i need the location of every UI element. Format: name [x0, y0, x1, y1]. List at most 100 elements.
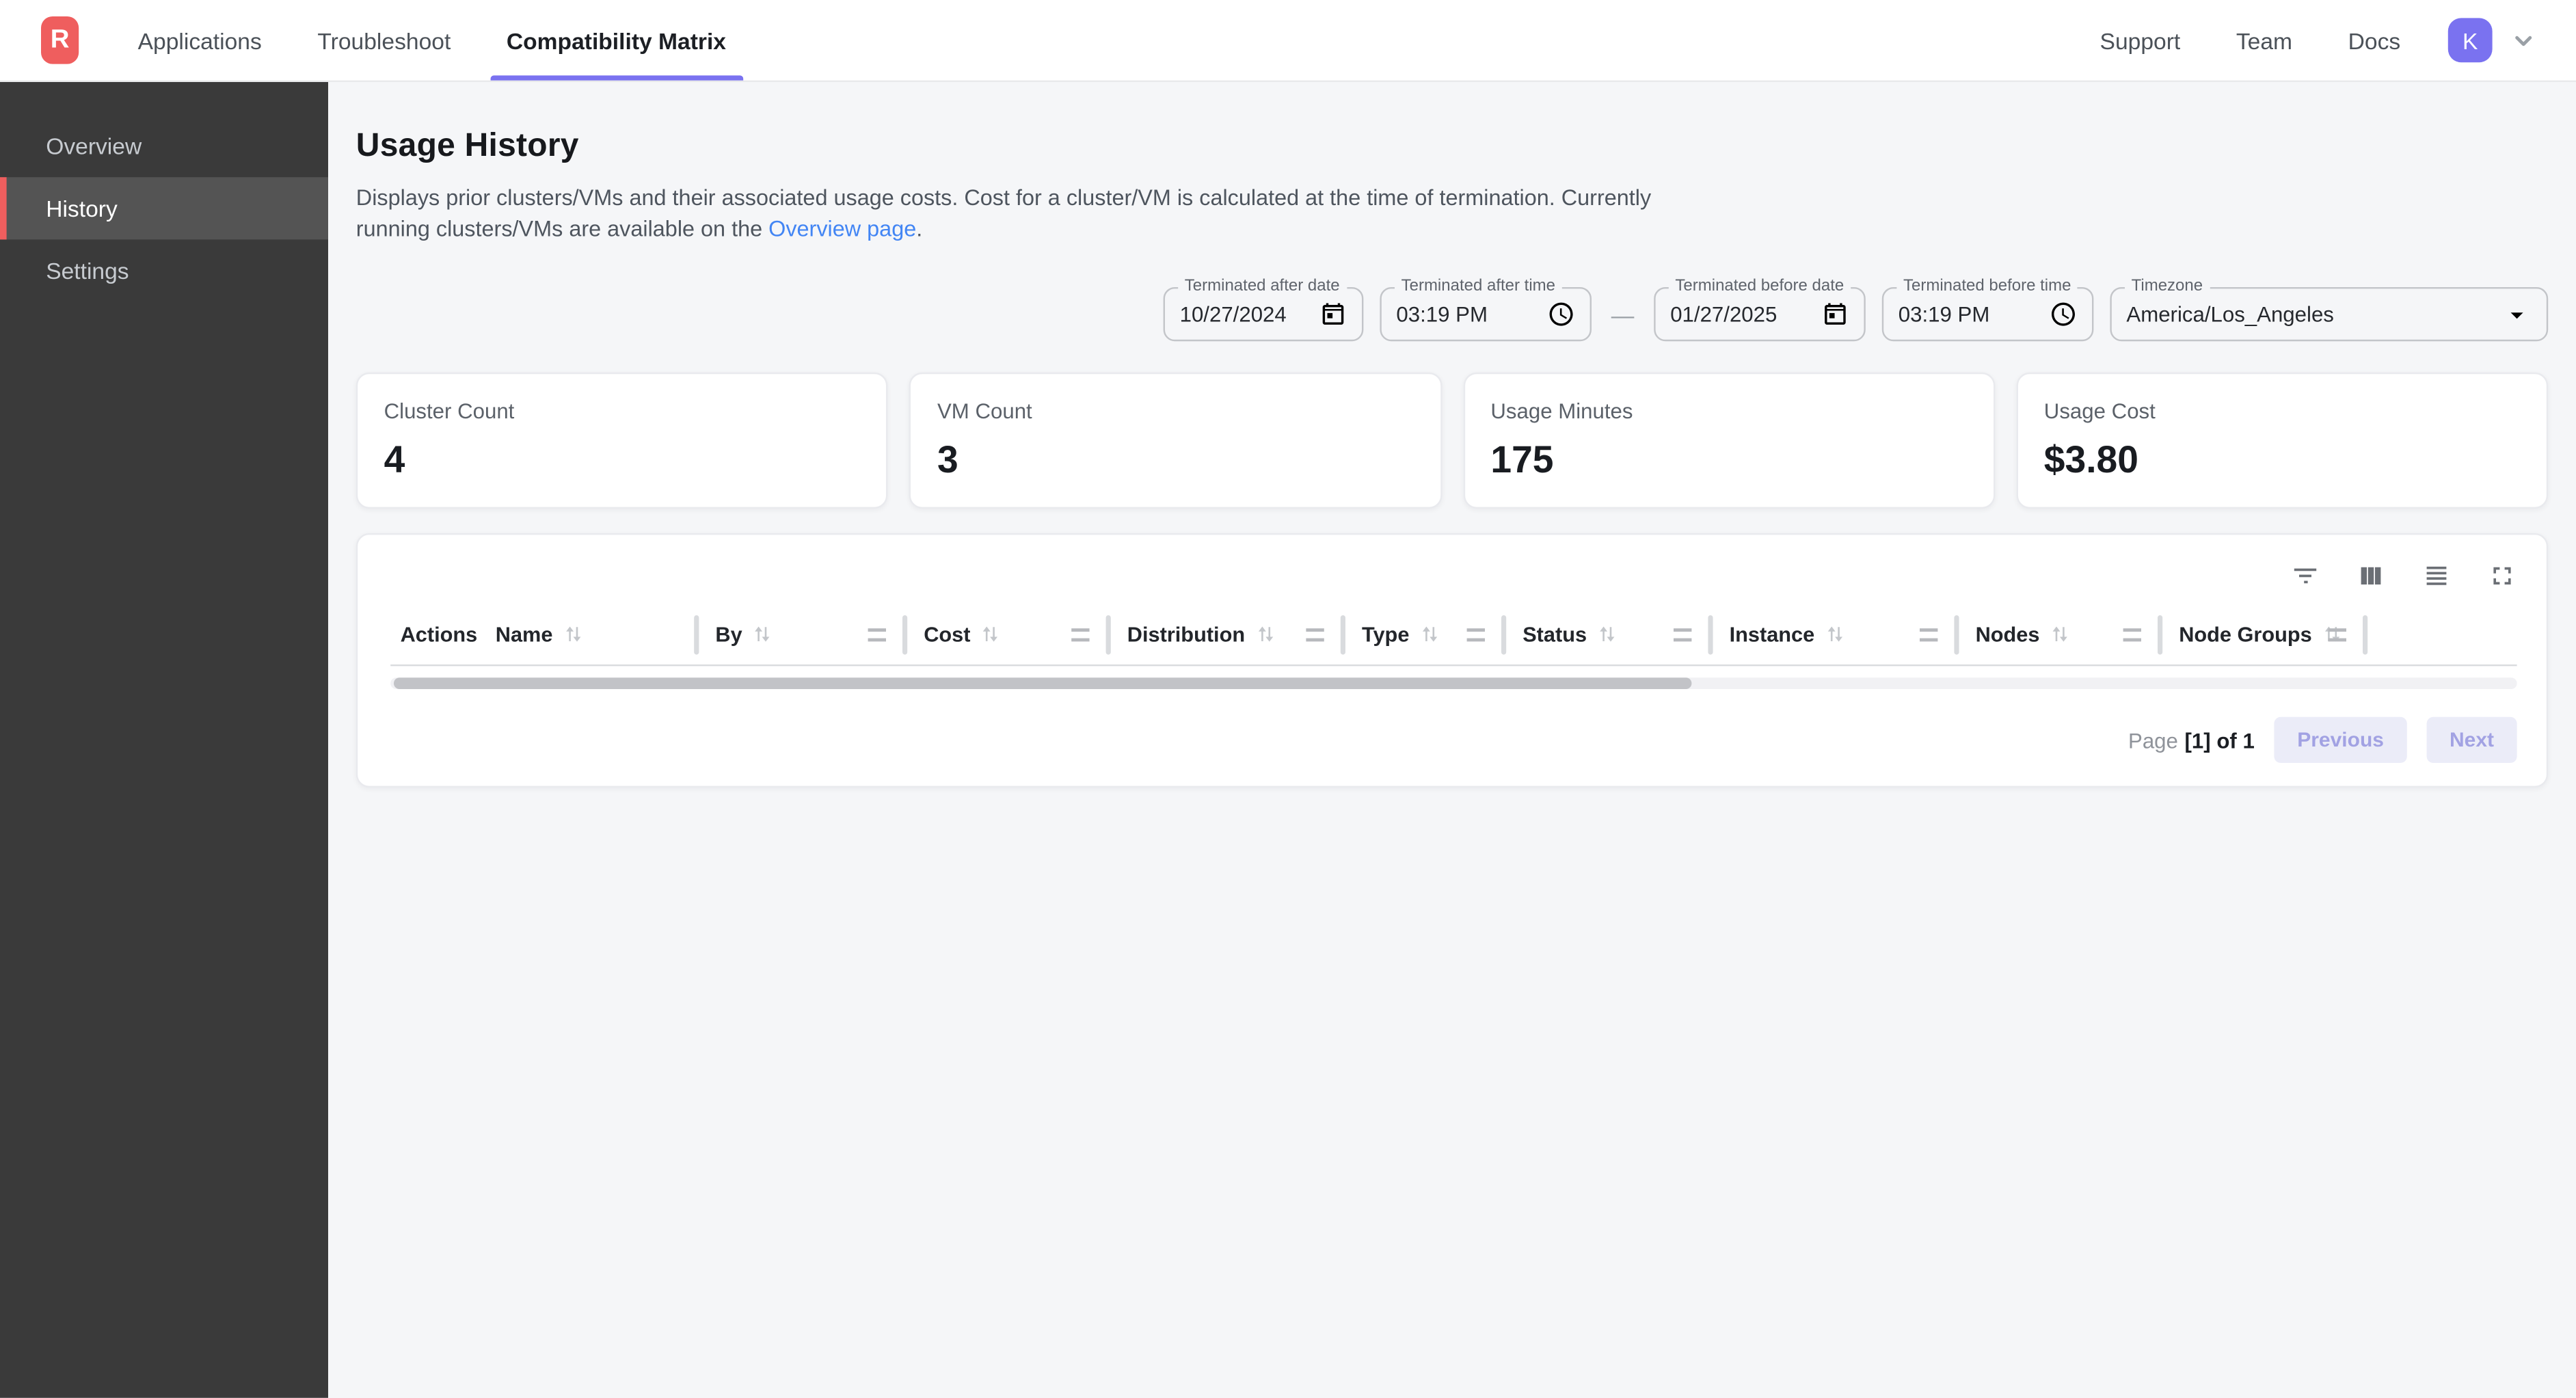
horizontal-scrollbar-track[interactable]: [390, 677, 2517, 690]
column-header-label: Cost: [924, 621, 971, 647]
column-header-cost[interactable]: Cost: [907, 604, 1111, 664]
column-resize-divider[interactable]: [694, 614, 699, 654]
top-nav-links: Support Team Docs: [2100, 27, 2401, 53]
filter-label: Terminated before time: [1896, 277, 2078, 296]
column-drag-handle-icon[interactable]: [1306, 628, 1324, 641]
column-drag-handle-icon[interactable]: [2328, 628, 2347, 641]
sidebar-item-history[interactable]: History: [0, 177, 329, 240]
clock-icon[interactable]: [1547, 300, 1575, 328]
column-header-by[interactable]: By: [699, 604, 908, 664]
filter-icon[interactable]: [2290, 561, 2320, 591]
page-description: Displays prior clusters/VMs and their as…: [356, 182, 1677, 244]
fullscreen-icon[interactable]: [2487, 561, 2517, 591]
sidebar-item-overview[interactable]: Overview: [46, 133, 142, 159]
column-header-label: Instance: [1729, 621, 1815, 647]
filter-range-separator: —: [1611, 301, 1635, 327]
stat-card-vm-count: VM Count 3: [909, 372, 1442, 509]
filter-value: 03:19 PM: [1396, 301, 1488, 327]
stat-value: $3.80: [2043, 438, 2138, 481]
stat-value: 175: [1490, 438, 1554, 481]
filter-terminated-before-date[interactable]: Terminated before date 01/27/2025: [1654, 277, 1866, 342]
horizontal-scrollbar-thumb[interactable]: [394, 677, 1691, 690]
column-header-node-groups[interactable]: Node Groups: [2162, 604, 2368, 664]
page-label: Page: [2128, 727, 2178, 753]
filter-value: 10/27/2024: [1179, 301, 1287, 327]
column-header-name[interactable]: Name: [479, 604, 699, 664]
sort-icon: [752, 623, 773, 645]
column-resize-divider[interactable]: [902, 614, 908, 654]
column-header-nodes[interactable]: Nodes: [1959, 604, 2163, 664]
column-header-actions: Actions: [390, 604, 479, 664]
filter-terminated-before-time[interactable]: Terminated before time 03:19 PM: [1881, 277, 2094, 342]
density-icon[interactable]: [2421, 561, 2451, 591]
column-drag-handle-icon[interactable]: [1920, 628, 1938, 641]
filter-timezone[interactable]: Timezone America/Los_Angeles: [2110, 277, 2549, 342]
columns-icon[interactable]: [2356, 561, 2385, 591]
column-header-distribution[interactable]: Distribution: [1111, 604, 1346, 664]
sort-icon: [1255, 623, 1276, 645]
nav-tab-applications[interactable]: Applications: [137, 27, 262, 53]
nav-link-team[interactable]: Team: [2236, 27, 2293, 53]
stat-cards: Cluster Count 4 VM Count 3 Usage Minutes 175 U…: [355, 372, 2549, 509]
column-header-label: Actions: [400, 621, 478, 647]
column-header-type[interactable]: Type: [1345, 604, 1507, 664]
main-nav-tabs: Applications Troubleshoot Compatibility Ma…: [137, 0, 742, 81]
previous-page-button[interactable]: Previous: [2274, 716, 2407, 763]
table-toolbar: [390, 535, 2517, 604]
column-drag-handle-icon[interactable]: [1466, 628, 1485, 641]
column-drag-handle-icon[interactable]: [2123, 628, 2142, 641]
avatar[interactable]: K: [2447, 18, 2493, 63]
nav-link-support[interactable]: Support: [2099, 27, 2181, 53]
filter-value: America/Los_Angeles: [2126, 301, 2334, 327]
table-header-row: Actions Name By Cost Distribution Type Status I…: [390, 604, 2517, 667]
stat-value: 3: [937, 438, 958, 481]
column-header-label: By: [715, 621, 742, 647]
sort-icon: [1596, 623, 1618, 645]
overview-page-link[interactable]: Overview page: [768, 216, 917, 241]
filter-terminated-after-time[interactable]: Terminated after time 03:19 PM: [1380, 277, 1592, 342]
filter-label: Terminated after date: [1178, 277, 1347, 296]
column-drag-handle-icon[interactable]: [1071, 628, 1090, 641]
column-resize-divider[interactable]: [1340, 614, 1346, 654]
stat-label: VM Count: [937, 399, 1032, 424]
caret-down-icon[interactable]: [2502, 299, 2532, 329]
stat-value: 4: [384, 438, 405, 481]
nav-tab-troubleshoot[interactable]: Troubleshoot: [317, 27, 451, 53]
column-header-label: Status: [1522, 621, 1587, 647]
filter-label: Timezone: [2125, 277, 2210, 296]
page-title: Usage History: [355, 128, 579, 165]
column-resize-divider[interactable]: [2363, 614, 2368, 654]
column-resize-divider[interactable]: [1501, 614, 1507, 654]
calendar-icon[interactable]: [1821, 300, 1849, 328]
calendar-icon[interactable]: [1319, 300, 1347, 328]
column-header-instance[interactable]: Instance: [1713, 604, 1959, 664]
chevron-down-icon[interactable]: [2510, 27, 2536, 53]
description-text: Displays prior clusters/VMs and their as…: [355, 185, 1652, 241]
column-resize-divider[interactable]: [1105, 614, 1111, 654]
column-resize-divider[interactable]: [1708, 614, 1713, 654]
nav-link-docs[interactable]: Docs: [2348, 27, 2401, 53]
column-header-label: Node Groups: [2179, 621, 2312, 647]
column-header-label: Distribution: [1127, 621, 1246, 647]
column-drag-handle-icon[interactable]: [868, 628, 886, 641]
content-shell: Overview History Settings Usage History Di…: [0, 82, 2576, 1398]
column-drag-handle-icon[interactable]: [1674, 628, 1692, 641]
sidebar-item-settings[interactable]: Settings: [46, 257, 129, 284]
stat-card-usage-minutes: Usage Minutes 175: [1462, 372, 1995, 509]
filter-terminated-after-date[interactable]: Terminated after date 10/27/2024: [1163, 277, 1364, 342]
column-header-label: Nodes: [1975, 621, 2040, 647]
sort-icon: [2050, 623, 2071, 645]
stat-label: Usage Minutes: [1490, 399, 1633, 424]
column-resize-divider[interactable]: [1954, 614, 1959, 654]
top-nav-right: Support Team Docs K: [2100, 0, 2576, 81]
pagination: Page [1] of 1 Previous Next: [390, 694, 2517, 785]
usage-table-card: Actions Name By Cost Distribution Type Status I…: [355, 533, 2549, 788]
nav-tab-compatibility-matrix[interactable]: Compatibility Matrix: [489, 0, 742, 81]
column-header-status[interactable]: Status: [1506, 604, 1713, 664]
column-resize-divider[interactable]: [2158, 614, 2163, 654]
clock-icon[interactable]: [2050, 300, 2078, 328]
replicated-logo[interactable]: R: [41, 16, 79, 64]
filter-value: 01/27/2025: [1670, 301, 1777, 327]
next-page-button[interactable]: Next: [2426, 716, 2517, 763]
